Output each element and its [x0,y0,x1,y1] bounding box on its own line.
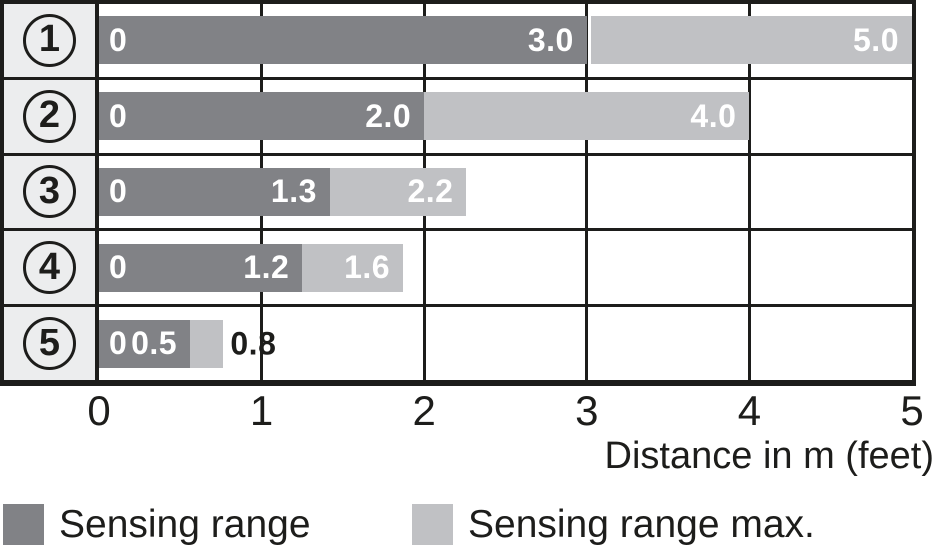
gridline-3m [585,4,589,380]
bar-sensing-range-max-1: 5.0 [590,16,912,65]
bar-range-value-label: 1.2 [243,249,290,286]
x-tick-label-4: 4 [737,387,762,434]
bar-range-value-label: 2.0 [365,97,412,134]
bar-max-value-label: 4.0 [690,97,737,134]
row-label-circle-4: 4 [23,241,76,295]
legend-swatch-sensing-range [3,503,44,545]
row-label-circle-1: 1 [23,13,76,67]
bar-zero-label: 0 [109,97,128,134]
row-label-cell-3: 3 [4,156,95,232]
bar-sensing-range-4: 0 1.2 [99,243,303,292]
gridline-4m [747,4,751,380]
legend-label-sensing-range: Sensing range [59,502,311,546]
plot-area: 0 3.0 5.0 0 2.0 4.0 0 1.3 2.2 0 1.2 1.6 0 0.5 0.8 [99,4,912,380]
row-label-cell-5: 5 [4,307,95,380]
bar-rows: 0 3.0 5.0 0 2.0 4.0 0 1.3 2.2 0 1.2 1.6 0 0.5 0.8 [99,4,912,380]
legend-item-sensing-range-max: Sensing range max. [412,503,815,545]
bar-max-value-label-outside: 0.8 [230,325,277,362]
bar-range-value-label: 3.0 [527,21,574,58]
row-label-cell-2: 2 [4,80,95,156]
x-tick-label-3: 3 [575,387,599,434]
bar-sensing-range-max-5 [190,319,224,368]
legend-label-sensing-range-max: Sensing range max. [468,502,815,546]
chart-row-4: 0 1.2 1.6 [99,231,912,308]
bar-zero-label: 0 [109,325,128,362]
bar-zero-label: 0 [109,249,128,286]
x-tick-label-2: 2 [412,387,436,434]
row-label-circle-3: 3 [23,165,76,219]
bar-max-value-label: 2.2 [407,173,454,210]
chart-row-2: 0 2.0 4.0 [99,80,912,156]
row-label-circle-2: 2 [23,89,76,143]
row-labels-column: 1 2 3 4 5 [4,4,99,380]
x-tick-label-1: 1 [249,387,274,434]
legend-item-sensing-range: Sensing range [3,503,311,545]
row-label-circle-5: 5 [23,317,76,371]
row-label-cell-4: 4 [4,231,95,308]
chart-row-1: 0 3.0 5.0 [99,4,912,80]
legend-swatch-sensing-range-max [412,503,453,545]
bar-sensing-range-max-4: 1.6 [302,243,404,292]
bar-max-value-label: 5.0 [853,21,899,58]
bar-range-value-label: 0.5 [131,325,178,362]
x-axis-title: Distance in m (feet) [604,435,934,477]
bar-sensing-range-2: 0 2.0 [99,92,425,141]
x-axis-tick-labels: 0 1 2 3 4 5 [87,387,923,434]
row-label-cell-1: 1 [4,4,95,80]
bar-range-value-label: 1.3 [270,173,317,210]
bar-sensing-range-5: 0 0.5 [99,319,191,368]
x-tick-label-0: 0 [87,387,111,434]
bar-sensing-range-max-3: 2.2 [329,167,467,216]
bar-sensing-range-1: 0 3.0 [99,16,587,65]
bar-zero-label: 0 [109,21,128,58]
bar-sensing-range-3: 0 1.3 [99,167,330,216]
chart-row-5: 0 0.5 0.8 [99,307,912,380]
bar-sensing-range-max-2: 4.0 [424,92,750,141]
bar-max-value-label: 1.6 [344,249,391,286]
chart-row-3: 0 1.3 2.2 [99,156,912,232]
bar-zero-label: 0 [109,173,128,210]
x-tick-label-5: 5 [900,387,924,434]
